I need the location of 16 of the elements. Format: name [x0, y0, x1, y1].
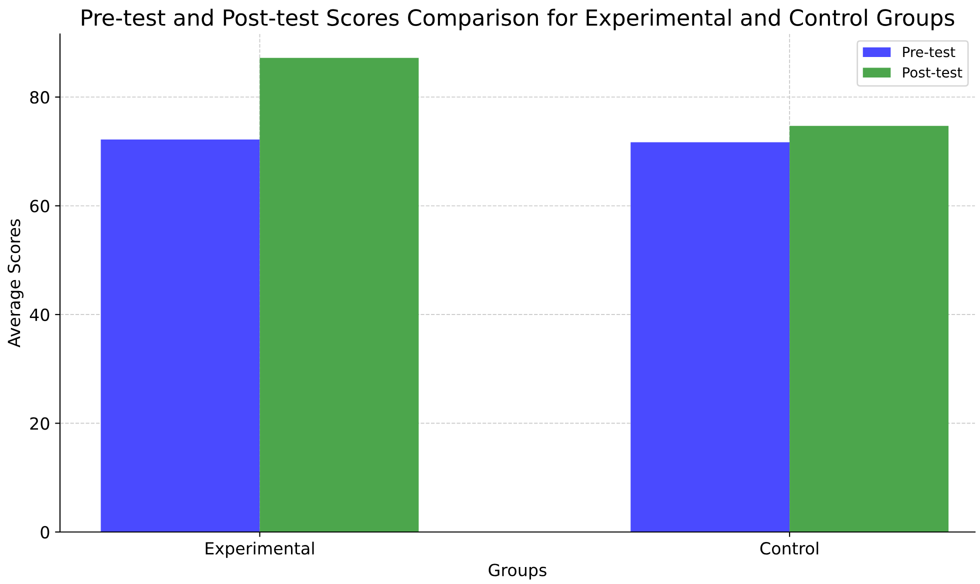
- y-tick-label: 0: [40, 526, 50, 539]
- y-tick-label: 60: [30, 200, 50, 212]
- x-tick-label: Experimental: [206, 542, 314, 558]
- chart-title: Pre-test and Post-test Scores Comparison for Experimental and Control Groups: [82, 8, 954, 30]
- x-axis-title: Groups: [488, 564, 546, 580]
- bar: [790, 126, 949, 532]
- y-tick-label: 40: [30, 308, 50, 322]
- y-tick-label: 20: [30, 417, 50, 430]
- bar: [630, 142, 790, 532]
- bar: [260, 58, 419, 532]
- x-tick-label: Control: [760, 542, 818, 555]
- bar: [100, 139, 260, 532]
- legend-label: Post-test: [903, 67, 962, 78]
- legend-label: Pre-test: [903, 46, 956, 58]
- y-tick-label: 80: [30, 91, 50, 104]
- y-axis-title: Average Scores: [8, 219, 24, 348]
